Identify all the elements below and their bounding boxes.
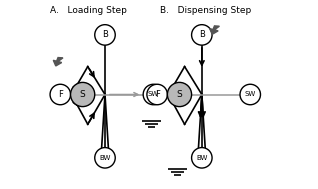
- Circle shape: [191, 25, 212, 45]
- Polygon shape: [210, 26, 219, 34]
- Text: F: F: [58, 90, 63, 99]
- Circle shape: [167, 82, 191, 107]
- Polygon shape: [53, 57, 63, 66]
- Circle shape: [50, 84, 71, 105]
- Text: B.   Dispensing Step: B. Dispensing Step: [160, 6, 251, 15]
- Text: B: B: [199, 30, 205, 40]
- Text: SW: SW: [245, 91, 256, 98]
- Text: BW: BW: [99, 155, 111, 161]
- Circle shape: [71, 82, 95, 107]
- Text: BW: BW: [196, 155, 208, 161]
- Circle shape: [95, 148, 115, 168]
- Circle shape: [191, 148, 212, 168]
- Text: A.   Loading Step: A. Loading Step: [50, 6, 127, 15]
- Circle shape: [147, 84, 167, 105]
- Text: SW: SW: [148, 91, 159, 98]
- Circle shape: [95, 25, 115, 45]
- Text: F: F: [155, 90, 160, 99]
- Text: B: B: [102, 30, 108, 40]
- Text: S: S: [80, 90, 86, 99]
- Circle shape: [143, 84, 164, 105]
- Circle shape: [240, 84, 260, 105]
- Text: S: S: [176, 90, 182, 99]
